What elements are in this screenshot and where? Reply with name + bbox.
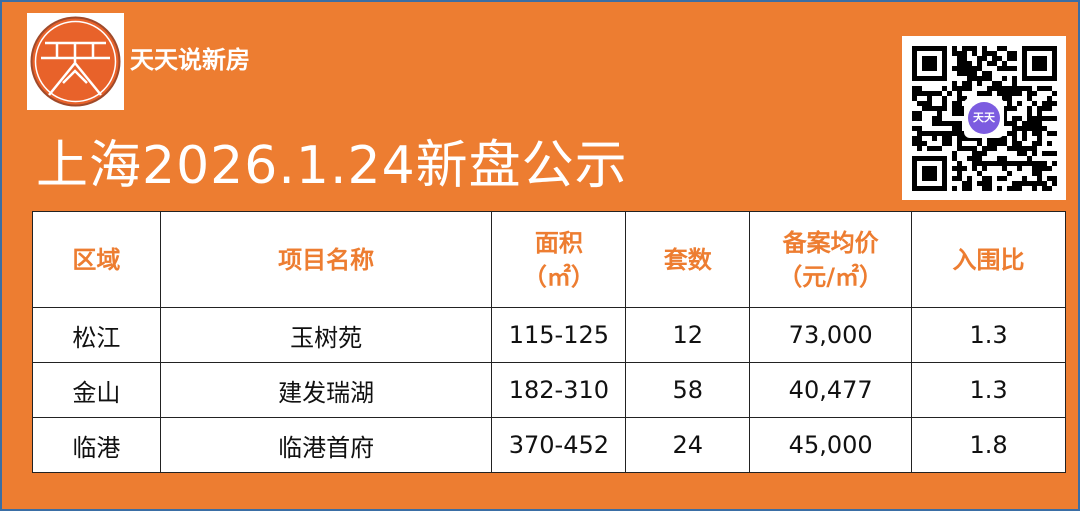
table-row: 临港 临港首府 370-452 24 45,000 1.8 [32, 417, 1066, 473]
table-cell: 182-310 [491, 362, 627, 418]
qr-code: 天天 [902, 36, 1066, 200]
page-title: 上海2026.1.24新盘公示 [36, 136, 628, 196]
table-cell: 40,477 [749, 362, 913, 418]
table-cell: 临港 [32, 417, 161, 473]
table-cell: 1.3 [911, 307, 1066, 363]
table-cell: 45,000 [749, 417, 913, 473]
column-header-text: 面积 [534, 228, 583, 257]
new-listing-table: 区域 项目名称 面积 （㎡） 套数 备案均价 （元/㎡） 入围比 松江 玉树苑 115-125 12… [32, 211, 1066, 473]
table-cell: 24 [625, 417, 751, 473]
column-header: 入围比 [911, 211, 1066, 308]
column-header: 备案均价 （元/㎡） [749, 211, 913, 308]
table-cell: 1.8 [911, 417, 1066, 473]
table-cell: 建发瑞湖 [159, 362, 493, 418]
table-cell: 玉树苑 [159, 307, 493, 363]
column-header-text: （元/㎡） [778, 262, 884, 291]
table-cell: 松江 [32, 307, 161, 363]
brand-logo [27, 13, 124, 110]
column-header: 区域 [32, 211, 161, 308]
table-row: 松江 玉树苑 115-125 12 73,000 1.3 [32, 307, 1066, 363]
table-row: 金山 建发瑞湖 182-310 58 40,477 1.3 [32, 362, 1066, 418]
table-cell: 金山 [32, 362, 161, 418]
column-header-text: （㎡） [522, 262, 595, 291]
table-cell: 临港首府 [159, 417, 493, 473]
column-header-text: 入围比 [952, 245, 1025, 274]
column-header-text: 备案均价 [782, 228, 879, 257]
column-header-text: 区域 [72, 245, 121, 274]
table-header-row: 区域 项目名称 面积 （㎡） 套数 备案均价 （元/㎡） 入围比 [32, 211, 1066, 308]
column-header: 面积 （㎡） [491, 211, 627, 308]
table-cell: 370-452 [491, 417, 627, 473]
column-header: 项目名称 [159, 211, 493, 308]
table-cell: 12 [625, 307, 751, 363]
table-cell: 115-125 [491, 307, 627, 363]
table-cell: 1.3 [911, 362, 1066, 418]
table-cell: 58 [625, 362, 751, 418]
column-header-text: 项目名称 [278, 245, 375, 274]
qr-logo-badge: 天天 [964, 98, 1004, 138]
brand-name: 天天说新房 [130, 46, 250, 74]
column-header: 套数 [625, 211, 751, 308]
column-header-text: 套数 [663, 245, 712, 274]
table-cell: 73,000 [749, 307, 913, 363]
